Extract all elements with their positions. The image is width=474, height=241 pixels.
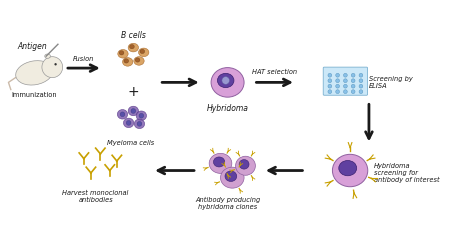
Ellipse shape: [126, 120, 131, 125]
Circle shape: [359, 79, 363, 83]
Text: Antigen: Antigen: [17, 42, 47, 51]
Ellipse shape: [124, 59, 128, 63]
Text: HAT selection: HAT selection: [252, 69, 297, 75]
Circle shape: [351, 84, 355, 88]
Ellipse shape: [131, 109, 136, 113]
Ellipse shape: [128, 106, 138, 116]
Ellipse shape: [339, 161, 357, 176]
Circle shape: [336, 79, 339, 83]
Ellipse shape: [128, 43, 138, 52]
Ellipse shape: [120, 112, 125, 117]
Circle shape: [328, 84, 332, 88]
Text: Antibody producing
hybridoma clones: Antibody producing hybridoma clones: [195, 197, 260, 210]
Ellipse shape: [122, 58, 133, 66]
Ellipse shape: [134, 119, 145, 129]
Ellipse shape: [16, 61, 53, 85]
Text: Screening by
ELISA: Screening by ELISA: [369, 76, 413, 89]
Text: B cells: B cells: [121, 31, 146, 40]
Circle shape: [344, 90, 347, 94]
Ellipse shape: [332, 154, 368, 187]
Circle shape: [328, 79, 332, 83]
Ellipse shape: [137, 121, 142, 126]
Ellipse shape: [117, 110, 128, 119]
Circle shape: [328, 73, 332, 77]
Circle shape: [336, 84, 339, 88]
Text: Hybridoma
screening for
antibody of interest: Hybridoma screening for antibody of inte…: [374, 163, 439, 183]
Circle shape: [359, 84, 363, 88]
Ellipse shape: [140, 49, 145, 54]
Text: Harvest monoclonal
antibodies: Harvest monoclonal antibodies: [63, 190, 129, 203]
Ellipse shape: [225, 171, 237, 181]
Ellipse shape: [123, 118, 134, 128]
Circle shape: [344, 73, 347, 77]
Circle shape: [359, 73, 363, 77]
Circle shape: [55, 63, 57, 66]
Text: +: +: [128, 85, 139, 99]
Ellipse shape: [239, 160, 249, 169]
Text: Immunization: Immunization: [11, 92, 57, 98]
Ellipse shape: [119, 51, 124, 55]
Ellipse shape: [118, 49, 128, 58]
Ellipse shape: [139, 113, 144, 118]
FancyBboxPatch shape: [323, 67, 367, 95]
Circle shape: [351, 79, 355, 83]
Circle shape: [351, 90, 355, 94]
Circle shape: [344, 79, 347, 83]
Ellipse shape: [236, 156, 255, 175]
Circle shape: [336, 73, 339, 77]
Ellipse shape: [138, 48, 149, 57]
Ellipse shape: [136, 111, 146, 120]
Circle shape: [351, 73, 355, 77]
Circle shape: [344, 84, 347, 88]
Ellipse shape: [218, 73, 234, 88]
Ellipse shape: [213, 157, 225, 167]
Circle shape: [328, 90, 332, 94]
Text: Fusion: Fusion: [73, 56, 94, 62]
Text: Myeloma cells: Myeloma cells: [107, 140, 155, 146]
Ellipse shape: [135, 58, 140, 62]
Circle shape: [42, 57, 63, 78]
Ellipse shape: [45, 54, 50, 58]
Ellipse shape: [134, 57, 144, 65]
Circle shape: [336, 90, 339, 94]
Ellipse shape: [129, 45, 134, 49]
Text: Hybridoma: Hybridoma: [207, 104, 248, 113]
Circle shape: [359, 90, 363, 94]
Ellipse shape: [209, 153, 232, 173]
Circle shape: [222, 77, 229, 84]
Ellipse shape: [211, 68, 244, 97]
Ellipse shape: [220, 167, 244, 188]
